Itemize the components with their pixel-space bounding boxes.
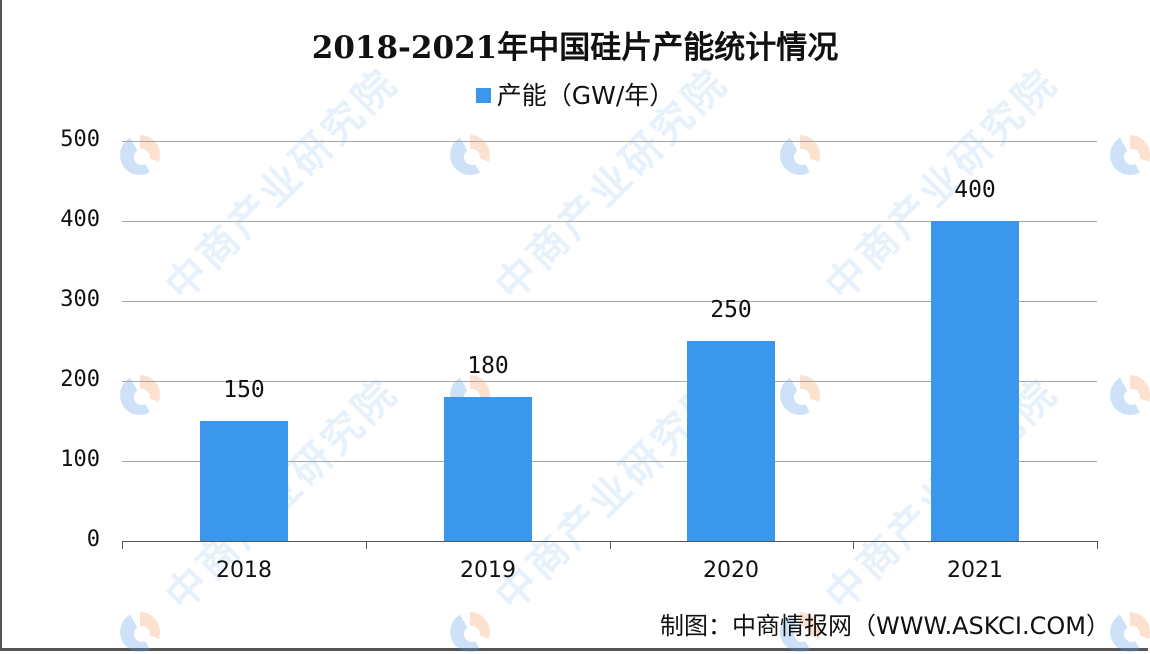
gridline — [122, 301, 1097, 302]
x-tick — [1097, 541, 1098, 549]
legend: 产能（GW/年） — [0, 76, 1150, 112]
y-tick-label: 0 — [86, 527, 100, 552]
gridline — [122, 461, 1097, 462]
x-tick-label: 2018 — [216, 558, 272, 583]
x-tick-label: 2020 — [703, 558, 759, 583]
x-tick — [853, 541, 854, 549]
x-tick — [610, 541, 611, 549]
legend-swatch-icon — [475, 87, 491, 103]
bar-2021 — [931, 221, 1019, 541]
x-tick — [122, 541, 123, 549]
x-tick-label: 2019 — [460, 558, 516, 583]
bar-value-label: 250 — [710, 297, 752, 323]
gridline — [122, 141, 1097, 142]
legend-label: 产能（GW/年） — [496, 81, 675, 110]
x-tick-label: 2021 — [947, 558, 1003, 583]
y-tick-label: 200 — [60, 367, 100, 392]
gridline — [122, 221, 1097, 222]
y-tick-label: 500 — [60, 127, 100, 152]
bar-2019 — [444, 397, 532, 541]
bar-2018 — [200, 421, 288, 541]
bar-value-label: 150 — [223, 377, 265, 403]
y-tick-label: 100 — [60, 447, 100, 472]
source-credit: 制图：中商情报网（WWW.ASKCI.COM） — [660, 612, 1110, 640]
bar-value-label: 400 — [954, 177, 996, 203]
chart-title: 2018-2021年中国硅片产能统计情况 — [311, 30, 839, 66]
x-axis-line — [122, 541, 1097, 542]
bar-2020 — [687, 341, 775, 541]
gridline — [122, 381, 1097, 382]
y-tick-label: 300 — [60, 287, 100, 312]
y-tick-label: 400 — [60, 207, 100, 232]
x-tick — [366, 541, 367, 549]
bar-value-label: 180 — [467, 353, 509, 379]
